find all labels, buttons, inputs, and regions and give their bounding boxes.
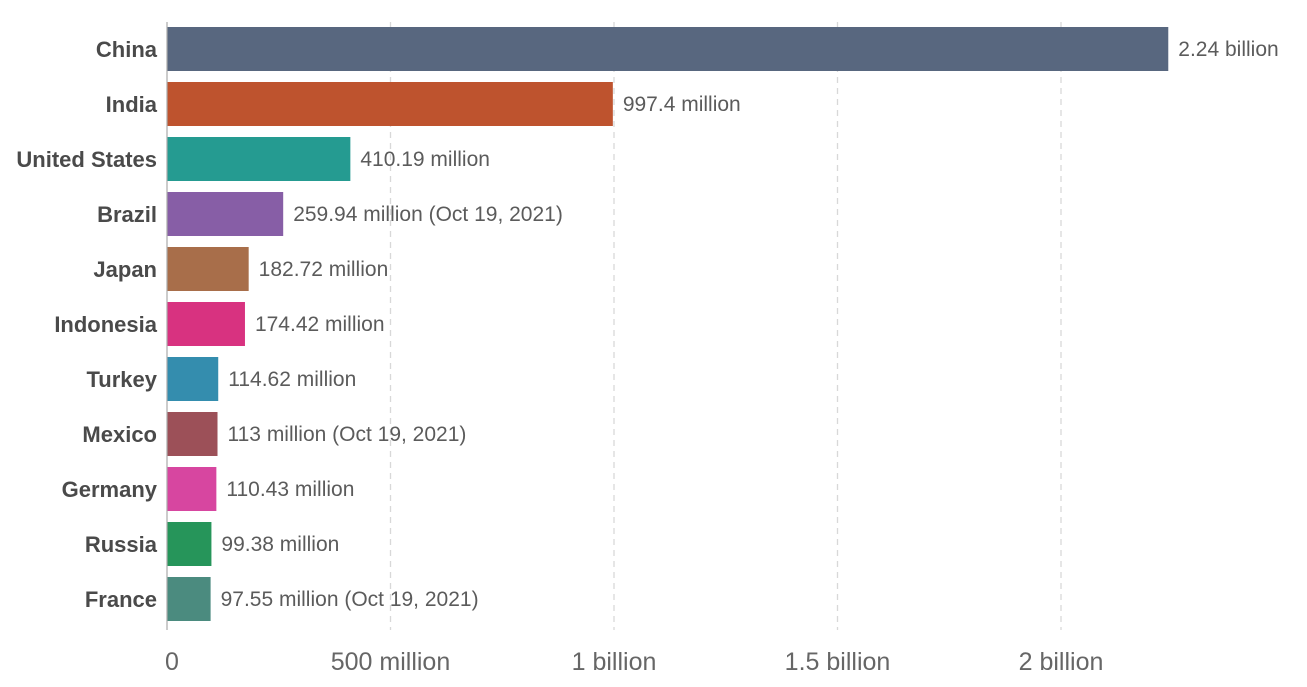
x-tick-label-3: 1.5 billion bbox=[785, 648, 891, 676]
category-label-brazil: Brazil bbox=[97, 202, 157, 227]
value-label-india: 997.4 million bbox=[623, 93, 741, 116]
bar-france bbox=[167, 577, 211, 621]
x-tick-label-1: 500 million bbox=[331, 648, 451, 676]
value-label-france: 97.55 million (Oct 19, 2021) bbox=[221, 588, 479, 611]
x-tick-label-0: 0 bbox=[165, 648, 179, 676]
category-label-france: France bbox=[85, 587, 157, 612]
value-label-turkey: 114.62 million bbox=[228, 368, 356, 391]
bar-china bbox=[167, 27, 1169, 71]
value-label-germany: 110.43 million bbox=[226, 478, 354, 501]
bar-russia bbox=[167, 522, 212, 566]
x-tick-label-4: 2 billion bbox=[1019, 648, 1104, 676]
x-axis-ticks: 0 500 million 1 billion 1.5 billion 2 billio… bbox=[165, 648, 1103, 676]
bar-turkey bbox=[167, 357, 219, 401]
category-labels: China India United States Brazil Japan Indone… bbox=[16, 37, 157, 612]
bar-japan bbox=[167, 247, 249, 291]
bar-brazil bbox=[167, 192, 284, 236]
bars bbox=[167, 27, 1169, 621]
bar-united-states bbox=[167, 137, 351, 181]
value-label-mexico: 113 million (Oct 19, 2021) bbox=[228, 423, 467, 446]
bar-indonesia bbox=[167, 302, 245, 346]
value-label-indonesia: 174.42 million bbox=[255, 313, 385, 336]
x-tick-label-2: 1 billion bbox=[572, 648, 657, 676]
bar-india bbox=[167, 82, 613, 126]
category-label-turkey: Turkey bbox=[86, 367, 157, 392]
value-label-russia: 99.38 million bbox=[221, 533, 339, 556]
bar-mexico bbox=[167, 412, 218, 456]
value-label-japan: 182.72 million bbox=[259, 258, 389, 281]
category-label-mexico: Mexico bbox=[82, 422, 157, 447]
category-label-germany: Germany bbox=[62, 477, 158, 502]
value-labels: 2.24 billion 997.4 million 410.19 million 2… bbox=[221, 38, 1279, 611]
category-label-india: India bbox=[106, 92, 158, 117]
value-label-united-states: 410.19 million bbox=[360, 148, 490, 171]
value-label-brazil: 259.94 million (Oct 19, 2021) bbox=[293, 203, 563, 226]
category-label-japan: Japan bbox=[93, 257, 157, 282]
bar-germany bbox=[167, 467, 217, 511]
category-label-china: China bbox=[96, 37, 158, 62]
category-label-indonesia: Indonesia bbox=[54, 312, 157, 337]
value-label-china: 2.24 billion bbox=[1178, 38, 1278, 61]
category-label-russia: Russia bbox=[85, 532, 158, 557]
category-label-united-states: United States bbox=[16, 147, 157, 172]
